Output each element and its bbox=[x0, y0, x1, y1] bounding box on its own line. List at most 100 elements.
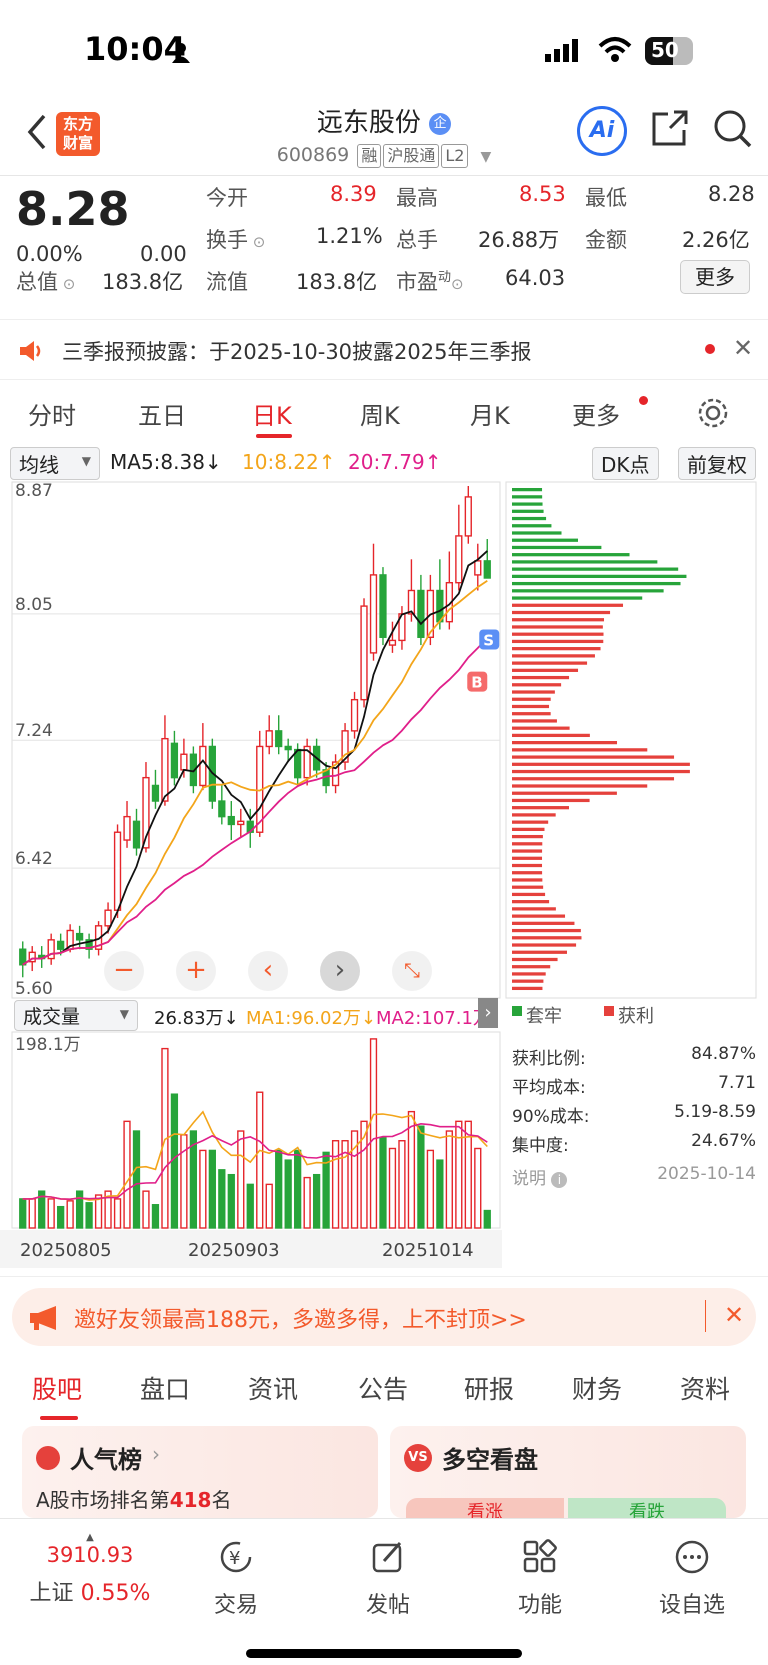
chip-bar bbox=[512, 907, 556, 911]
vs-icon: VS bbox=[404, 1444, 432, 1472]
bull-bear-card[interactable]: VS 多空看盘 看涨 看跌 bbox=[390, 1426, 746, 1523]
chip-bar bbox=[512, 820, 549, 824]
volume-bar bbox=[66, 1200, 74, 1229]
person-icon bbox=[172, 43, 190, 63]
turnover-label[interactable]: 换手 ⊙ bbox=[206, 228, 266, 252]
tab-daily-k[interactable]: 日K bbox=[252, 402, 292, 430]
chip-bar bbox=[512, 553, 630, 557]
tab-more[interactable]: 更多 bbox=[572, 402, 620, 430]
chevron-right-icon[interactable]: › bbox=[478, 998, 498, 1028]
ma10-label: 10:8.22↑ bbox=[242, 450, 336, 474]
trade-button[interactable]: 交易 bbox=[213, 1593, 258, 1618]
app-logo[interactable]: 东方 财富 bbox=[56, 112, 100, 156]
chip-bar bbox=[512, 719, 557, 723]
chip-bar bbox=[512, 928, 581, 933]
candle bbox=[474, 543, 482, 591]
chip-bar bbox=[512, 871, 543, 875]
banner-text: 邀好友领最高188元，多邀多得，上不封顶>> bbox=[74, 1308, 527, 1333]
y-tick-label: 8.05 bbox=[15, 595, 53, 615]
enterprise-badge: 企 bbox=[429, 112, 452, 135]
chip-bar bbox=[512, 531, 562, 535]
back-icon[interactable] bbox=[24, 112, 48, 152]
post-button[interactable]: 发帖 bbox=[365, 1593, 410, 1618]
ma-type-select[interactable]: 均线 ▼ bbox=[10, 447, 100, 480]
tab-finance[interactable]: 财务 bbox=[572, 1375, 623, 1404]
dropdown-icon: ▼ bbox=[81, 454, 91, 468]
invite-banner[interactable]: 邀好友领最高188元，多邀多得，上不封顶>> ✕ bbox=[12, 1288, 756, 1346]
info-icon: i bbox=[551, 1172, 568, 1188]
tab-intraday[interactable]: 分时 bbox=[28, 402, 76, 430]
pe-label[interactable]: 市盈动⊙ bbox=[396, 270, 464, 294]
volume-bar bbox=[350, 1130, 359, 1229]
volume-bar bbox=[284, 1159, 292, 1229]
functions-button[interactable]: 功能 bbox=[517, 1593, 562, 1618]
popularity-card[interactable]: 人气榜 › A股市场排名第418名 bbox=[22, 1426, 378, 1518]
info-icon: ⊙ bbox=[248, 233, 266, 251]
trap-legend-swatch bbox=[512, 1006, 522, 1016]
search-icon[interactable] bbox=[712, 108, 754, 150]
info-icon: ⊙ bbox=[451, 275, 464, 293]
explain-link[interactable]: 说明 i bbox=[512, 1164, 568, 1189]
vote-down-button[interactable]: 看跌 bbox=[568, 1498, 726, 1523]
close-icon[interactable]: ✕ bbox=[733, 334, 754, 362]
ma20-label: 20:7.79↑ bbox=[348, 450, 442, 474]
tab-announcements[interactable]: 公告 bbox=[358, 1375, 409, 1404]
cost90-label: 90%成本: bbox=[512, 1107, 590, 1127]
tab-weekly-k[interactable]: 周K bbox=[360, 402, 400, 430]
mktcap-label[interactable]: 总值 ⊙ bbox=[16, 270, 76, 294]
volume-chart[interactable]: 198.1万2025080520250903202510142025080520… bbox=[0, 1030, 502, 1270]
tab-monthly-k[interactable]: 月K bbox=[470, 402, 510, 430]
chip-bar bbox=[512, 697, 551, 701]
adjust-button[interactable]: 前复权 bbox=[678, 447, 756, 480]
ai-button[interactable]: Ai bbox=[577, 106, 627, 156]
tab-pankou[interactable]: 盘口 bbox=[140, 1375, 191, 1404]
chip-bar bbox=[512, 596, 643, 600]
volume-bar bbox=[142, 1190, 150, 1229]
fullscreen-button[interactable]: ⤡ bbox=[392, 951, 432, 991]
stock-code-row[interactable]: 600869 融沪股通 L2 ▼ bbox=[0, 144, 768, 168]
tab-profile[interactable]: 资料 bbox=[680, 1375, 731, 1404]
scroll-right-button[interactable]: › bbox=[320, 951, 360, 991]
volume-bar bbox=[331, 1140, 340, 1229]
kline-chart-area[interactable]: 8.87 8.05 7.24 6.42 5.60 S B − + ‹ › ⤡ bbox=[0, 480, 768, 1004]
tab-news[interactable]: 资讯 bbox=[248, 1375, 299, 1404]
notice-bar[interactable]: 三季报预披露：于2025-10-30披露2025年三季报 ✕ bbox=[0, 322, 768, 380]
volume-bar bbox=[38, 1190, 46, 1229]
divider bbox=[705, 1300, 706, 1332]
zoom-out-button[interactable]: − bbox=[104, 951, 144, 991]
more-button[interactable]: 更多 bbox=[680, 260, 750, 294]
chip-bar bbox=[512, 581, 681, 586]
chip-bar bbox=[512, 943, 577, 947]
trade-icon: ¥ bbox=[220, 1541, 252, 1573]
chip-bar bbox=[512, 827, 545, 831]
tab-research[interactable]: 研报 bbox=[464, 1375, 515, 1404]
zoom-in-button[interactable]: + bbox=[176, 951, 216, 991]
dk-point-button[interactable]: DK点 bbox=[592, 447, 659, 480]
candle bbox=[47, 933, 55, 965]
volume-indicator-select[interactable]: 成交量 ▼ bbox=[14, 1000, 138, 1031]
vote-up-button[interactable]: 看涨 bbox=[406, 1498, 564, 1523]
share-icon[interactable] bbox=[650, 108, 690, 148]
add-watchlist-button[interactable]: 设自选 bbox=[658, 1593, 725, 1618]
x-tick-label: 20250805 bbox=[20, 1240, 112, 1261]
vol-ma1-label: MA1:96.02万↓ bbox=[246, 1008, 376, 1029]
chip-bar bbox=[512, 647, 601, 651]
candle bbox=[483, 539, 491, 579]
candle bbox=[350, 691, 359, 739]
index-ticker[interactable]: ▲ 3910.93 上证 0.55% bbox=[20, 1533, 160, 1607]
index-name: 上证 bbox=[29, 1581, 74, 1606]
volume-bar bbox=[132, 1130, 141, 1229]
close-icon[interactable]: ✕ bbox=[724, 1301, 745, 1329]
sell-marker[interactable]: S bbox=[479, 629, 500, 650]
tab-guba[interactable]: 股吧 bbox=[32, 1375, 83, 1404]
gear-icon[interactable] bbox=[696, 396, 730, 430]
tab-five-day[interactable]: 五日 bbox=[138, 402, 186, 430]
period-tabs: 分时 五日 日K 周K 月K 更多 bbox=[0, 384, 768, 444]
chip-bar bbox=[512, 668, 579, 672]
volume-bar bbox=[113, 1198, 122, 1229]
scroll-left-button[interactable]: ‹ bbox=[248, 951, 288, 991]
kline-chart[interactable]: 8.87 8.05 7.24 6.42 5.60 S B bbox=[0, 480, 768, 1000]
buy-marker[interactable]: B bbox=[467, 671, 488, 692]
volume-bar bbox=[445, 1130, 453, 1229]
